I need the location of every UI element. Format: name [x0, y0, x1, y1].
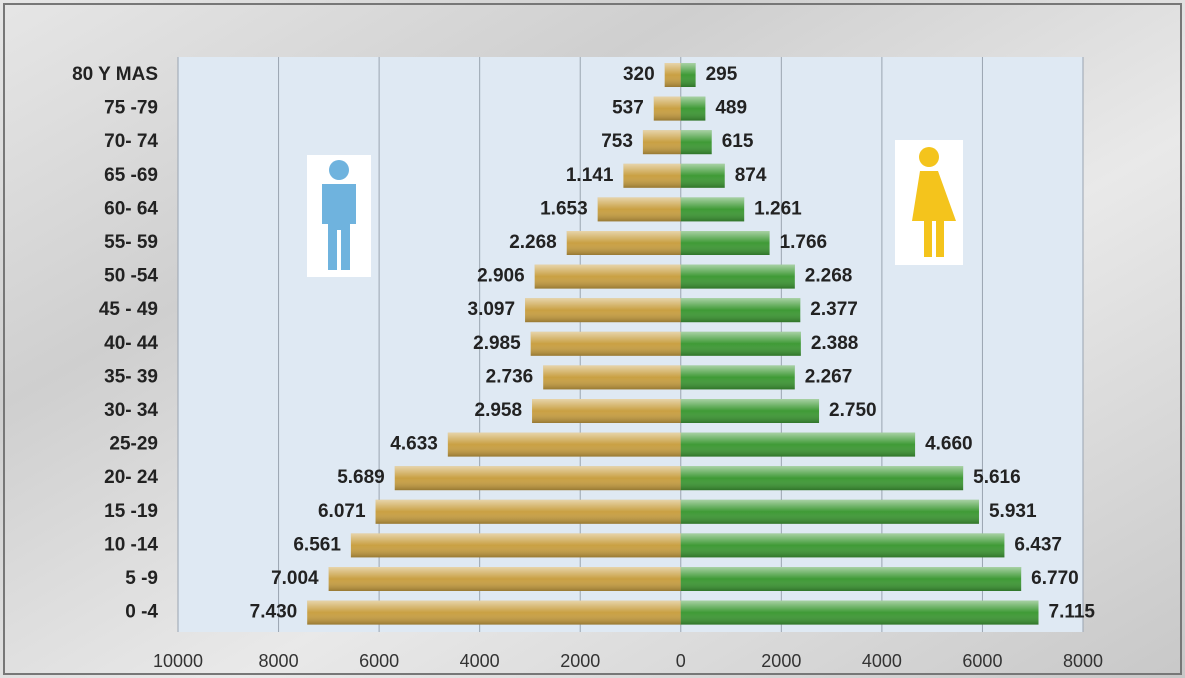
bar — [680, 499, 979, 524]
value-label: 2.268 — [509, 232, 557, 253]
x-tick-label: 8000 — [1063, 651, 1103, 671]
bar — [530, 331, 681, 356]
value-label: 295 — [706, 64, 738, 85]
value-label: 2.906 — [477, 266, 525, 287]
bar — [653, 96, 681, 121]
y-tick-label: 55- 59 — [104, 232, 158, 253]
bar — [680, 298, 801, 323]
bar — [566, 231, 681, 255]
value-label: 6.561 — [293, 534, 341, 555]
y-tick-label: 60- 64 — [104, 198, 158, 219]
bar — [680, 231, 770, 255]
bar — [680, 130, 712, 155]
bar — [680, 96, 706, 121]
value-label: 615 — [722, 131, 754, 152]
value-label: 489 — [715, 98, 747, 119]
bar — [680, 567, 1022, 591]
value-label: 2.268 — [805, 266, 853, 287]
y-tick-label: 30- 34 — [104, 400, 158, 421]
y-tick-label: 35- 39 — [104, 366, 158, 387]
x-tick-label: 4000 — [460, 651, 500, 671]
value-label: 4.633 — [390, 434, 438, 455]
bar — [680, 600, 1039, 625]
x-tick-label: 2000 — [761, 651, 801, 671]
value-label: 753 — [601, 131, 633, 152]
bar — [328, 567, 681, 591]
bar — [680, 264, 795, 289]
value-label: 4.660 — [925, 434, 973, 455]
x-tick-label: 2000 — [560, 651, 600, 671]
y-tick-label: 75 -79 — [104, 98, 158, 119]
bar — [680, 163, 725, 188]
value-label: 6.770 — [1031, 568, 1079, 589]
y-tick-label: 70- 74 — [104, 131, 158, 152]
y-tick-label: 50 -54 — [104, 266, 158, 287]
x-tick-label: 6000 — [962, 651, 1002, 671]
value-label: 5.616 — [973, 467, 1021, 488]
value-label: 2.958 — [475, 400, 523, 421]
y-tick-label: 5 -9 — [125, 568, 158, 589]
bar — [394, 466, 681, 491]
bar — [680, 432, 916, 457]
female-icon — [895, 140, 963, 265]
bar — [597, 197, 681, 222]
y-tick-label: 20- 24 — [104, 467, 158, 488]
y-tick-label: 25-29 — [109, 434, 158, 455]
value-label: 1.766 — [780, 232, 828, 253]
value-label: 2.985 — [473, 333, 521, 354]
y-tick-label: 0 -4 — [125, 602, 158, 623]
value-label: 2.267 — [805, 366, 853, 387]
value-label: 2.388 — [811, 333, 859, 354]
x-tick-label: 10000 — [153, 651, 203, 671]
value-label: 6.071 — [318, 501, 366, 522]
bar — [642, 130, 681, 155]
y-tick-label: 80 Y MAS — [72, 64, 158, 85]
value-label: 1.653 — [540, 198, 588, 219]
bar — [447, 432, 681, 457]
bar — [307, 600, 681, 625]
x-tick-label: 0 — [676, 651, 686, 671]
value-label: 1.141 — [566, 165, 614, 186]
value-label: 537 — [612, 98, 644, 119]
bar — [664, 63, 681, 87]
bar — [680, 466, 964, 491]
bar — [350, 533, 681, 558]
value-label: 3.097 — [468, 299, 516, 320]
bar — [680, 197, 745, 222]
value-label: 1.261 — [754, 198, 802, 219]
bar — [375, 499, 681, 524]
bar — [532, 399, 681, 423]
value-label: 7.004 — [271, 568, 319, 589]
male-icon — [307, 155, 371, 277]
value-label: 7.430 — [250, 602, 298, 623]
x-tick-label: 6000 — [359, 651, 399, 671]
value-label: 5.931 — [989, 501, 1037, 522]
x-tick-label: 4000 — [862, 651, 902, 671]
bar — [680, 399, 820, 423]
bar — [525, 298, 681, 323]
y-tick-label: 10 -14 — [104, 534, 158, 555]
value-label: 2.750 — [829, 400, 877, 421]
y-tick-label: 65 -69 — [104, 165, 158, 186]
value-label: 5.689 — [337, 467, 385, 488]
frame — [3, 3, 1182, 675]
y-tick-label: 40- 44 — [104, 333, 158, 354]
value-label: 2.736 — [486, 366, 534, 387]
y-tick-label: 45 - 49 — [99, 299, 158, 320]
bar — [534, 264, 681, 289]
value-label: 874 — [735, 165, 767, 186]
bar — [680, 63, 696, 87]
y-tick-label: 15 -19 — [104, 501, 158, 522]
value-label: 320 — [623, 64, 655, 85]
bar — [680, 533, 1005, 558]
bar — [680, 331, 801, 356]
bar — [623, 163, 681, 188]
value-label: 6.437 — [1014, 534, 1062, 555]
bar — [680, 365, 795, 390]
bar — [543, 365, 681, 390]
value-label: 2.377 — [810, 299, 858, 320]
value-label: 7.115 — [1049, 602, 1096, 623]
x-tick-label: 8000 — [259, 651, 299, 671]
